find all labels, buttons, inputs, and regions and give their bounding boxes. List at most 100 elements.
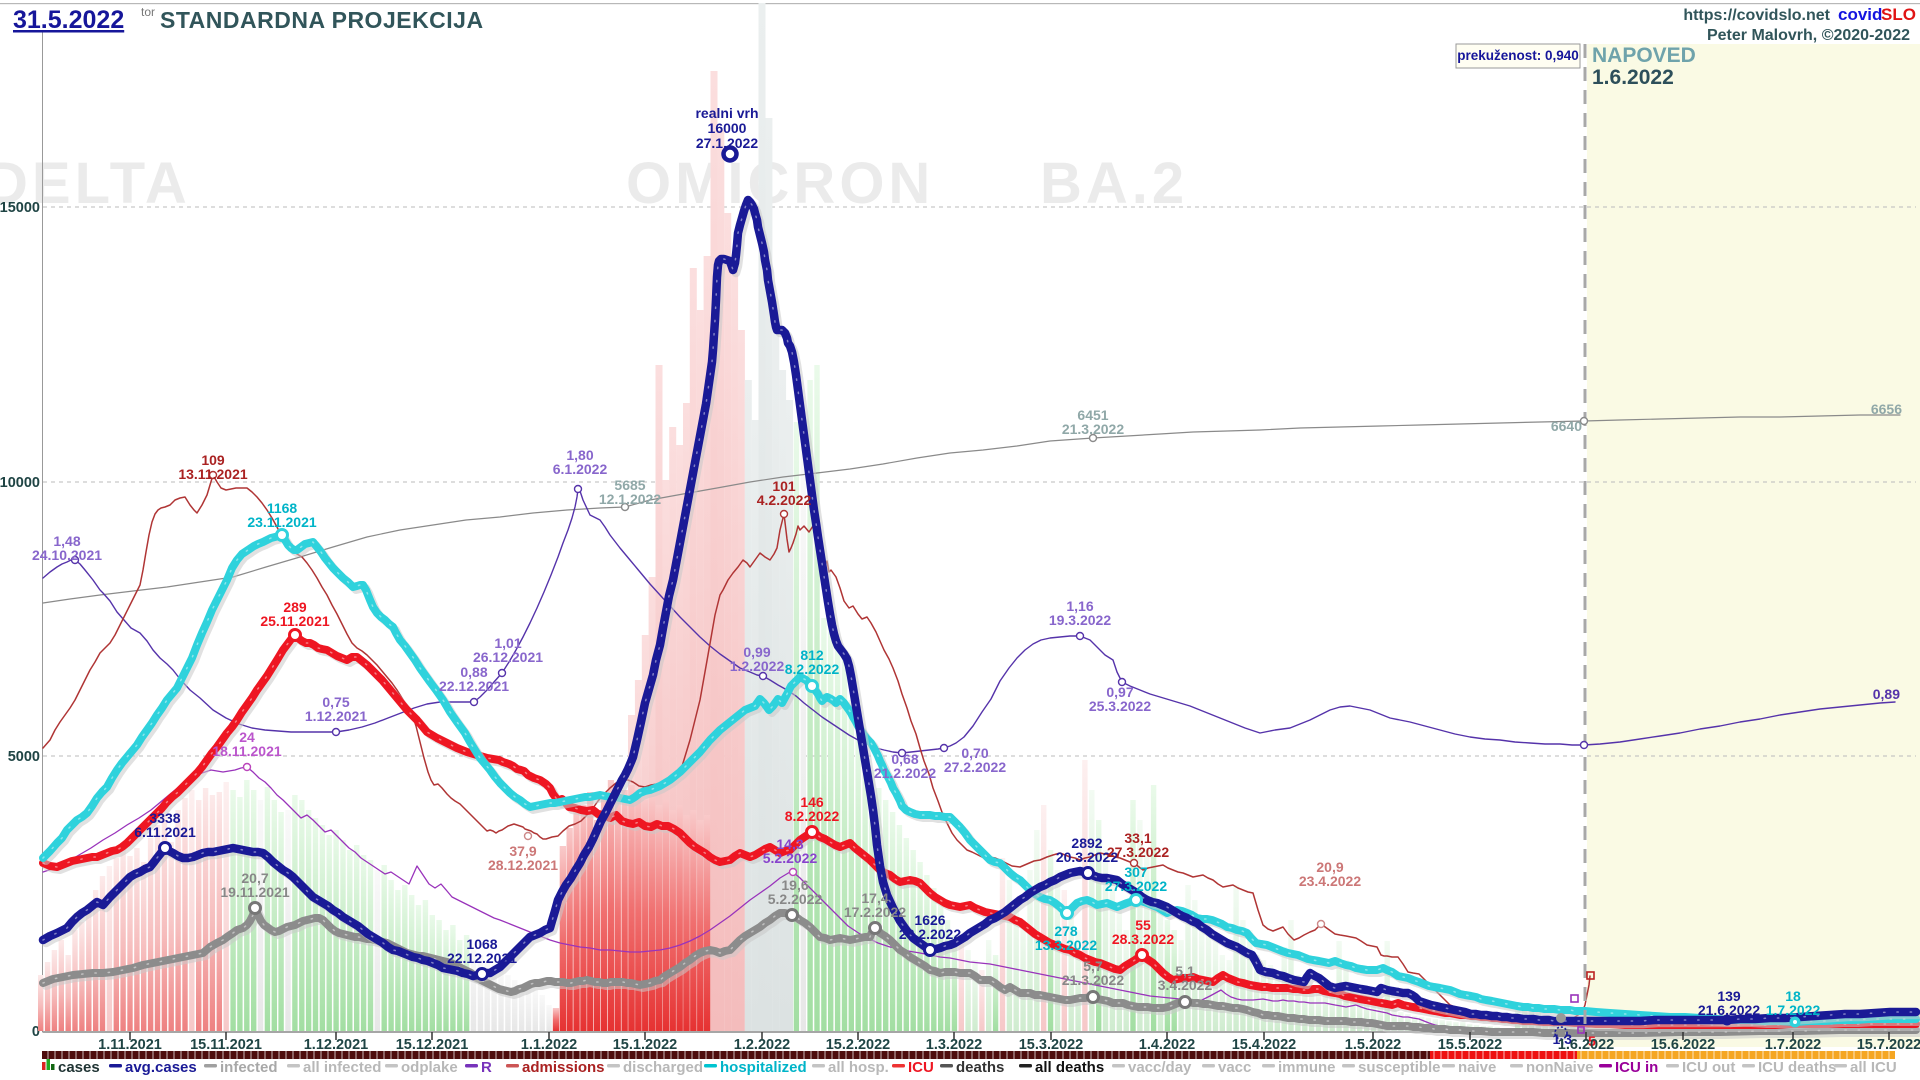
svg-text:1,3: 1,3 <box>1553 1031 1573 1047</box>
svg-text:0,991.2.2022: 0,99 1.2.2022 <box>730 644 785 674</box>
svg-text:ICU deaths: ICU deaths <box>1758 1059 1836 1076</box>
svg-text:ICU in: ICU in <box>1615 1059 1658 1076</box>
svg-text:immune: immune <box>1278 1059 1336 1076</box>
svg-text:15.1.2022: 15.1.2022 <box>613 1037 678 1053</box>
svg-text:BA.2: BA.2 <box>1040 151 1188 216</box>
svg-text:vacc/day: vacc/day <box>1128 1059 1192 1076</box>
svg-text:vacc: vacc <box>1218 1059 1251 1076</box>
svg-text:15.12.2021: 15.12.2021 <box>396 1037 469 1053</box>
svg-text:discharged: discharged <box>623 1059 703 1076</box>
svg-text:15.4.2022: 15.4.2022 <box>1232 1037 1297 1053</box>
svg-text:1,806.1.2022: 1,80 6.1.2022 <box>553 447 608 477</box>
svg-text:all hosp.: all hosp. <box>828 1059 889 1076</box>
svg-text:covid: covid <box>1838 5 1882 24</box>
svg-text:hospitalized: hospitalized <box>720 1059 807 1076</box>
svg-text:0,89: 0,89 <box>1873 686 1900 702</box>
svg-text:1.11.2021: 1.11.2021 <box>98 1037 162 1053</box>
svg-text:OMICRON: OMICRON <box>626 151 934 216</box>
svg-text:17,417.2.2022: 17,4 17.2.2022 <box>844 890 906 920</box>
svg-text:1.1.2022: 1.1.2022 <box>521 1037 577 1053</box>
svg-text:5: 5 <box>1588 1033 1596 1049</box>
svg-text:all ICU: all ICU <box>1850 1059 1897 1076</box>
svg-text:1.6.2022: 1.6.2022 <box>1558 1037 1614 1053</box>
svg-text:R: R <box>481 1059 492 1076</box>
svg-text:avg.cases: avg.cases <box>125 1059 197 1076</box>
svg-text:1.12.2021: 1.12.2021 <box>304 1037 369 1053</box>
svg-text:1.7.2022: 1.7.2022 <box>1765 1037 1821 1053</box>
svg-text:37,928.12.2021: 37,9 28.12.2021 <box>488 843 558 873</box>
svg-text:0,751.12.2021: 0,75 1.12.2021 <box>305 694 367 724</box>
svg-text:20,719.11.2021: 20,7 19.11.2021 <box>220 870 290 900</box>
svg-text:15.7.2022: 15.7.2022 <box>1857 1037 1920 1053</box>
svg-text:33,127.3.2022: 33,1 27.3.2022 <box>1107 830 1169 860</box>
svg-text:tor: tor <box>141 5 155 19</box>
svg-text:SLO: SLO <box>1881 5 1916 24</box>
svg-text:susceptible: susceptible <box>1358 1059 1441 1076</box>
svg-text:15.2.2022: 15.2.2022 <box>826 1037 891 1053</box>
svg-text:deaths: deaths <box>956 1059 1004 1076</box>
svg-text:ICU: ICU <box>908 1059 934 1076</box>
svg-text:0: 0 <box>32 1024 40 1040</box>
svg-text:1.2.2022: 1.2.2022 <box>734 1037 790 1053</box>
svg-text:https://covidslo.net: https://covidslo.net <box>1683 7 1830 24</box>
svg-text:5,721.3.2022: 5,7 21.3.2022 <box>1062 958 1124 988</box>
svg-text:5,13.4.2022: 5,1 3.4.2022 <box>1158 963 1213 993</box>
svg-text:10000: 10000 <box>0 475 40 491</box>
svg-text:1.6.2022: 1.6.2022 <box>1592 66 1674 89</box>
svg-text:1.5.2022: 1.5.2022 <box>1345 1037 1401 1053</box>
svg-text:all deaths: all deaths <box>1035 1059 1104 1076</box>
svg-text:DELTA: DELTA <box>0 151 191 216</box>
svg-text:15.6.2022: 15.6.2022 <box>1651 1037 1716 1053</box>
svg-text:nonNaive: nonNaive <box>1526 1059 1594 1076</box>
svg-text:naive: naive <box>1458 1059 1496 1076</box>
svg-text:6656: 6656 <box>1871 401 1902 417</box>
svg-text:cases: cases <box>58 1059 100 1076</box>
svg-text:prekuženost: 0,940: prekuženost: 0,940 <box>1457 48 1579 63</box>
svg-text:15000: 15000 <box>0 200 40 216</box>
svg-text:15.3.2022: 15.3.2022 <box>1019 1037 1084 1053</box>
svg-text:15.11.2021: 15.11.2021 <box>190 1037 262 1053</box>
svg-text:1.3.2022: 1.3.2022 <box>926 1037 982 1053</box>
svg-text:Peter Malovrh, ©2020-2022: Peter Malovrh, ©2020-2022 <box>1707 27 1910 44</box>
svg-text:all infected: all infected <box>303 1059 381 1076</box>
svg-text:20,923.4.2022: 20,9 23.4.2022 <box>1299 859 1361 889</box>
svg-text:STANDARDNA PROJEKCIJA: STANDARDNA PROJEKCIJA <box>160 7 484 33</box>
svg-text:181.7.2022: 18 1.7.2022 <box>1766 988 1821 1018</box>
svg-text:14,35.2.2022: 14,3 5.2.2022 <box>763 836 818 866</box>
svg-text:15.5.2022: 15.5.2022 <box>1438 1037 1503 1053</box>
svg-text:admissions: admissions <box>522 1059 605 1076</box>
svg-text:odplake: odplake <box>401 1059 458 1076</box>
svg-text:1.4.2022: 1.4.2022 <box>1139 1037 1195 1053</box>
svg-text:5000: 5000 <box>8 749 40 765</box>
svg-text:6640: 6640 <box>1551 418 1582 434</box>
svg-text:31.5.2022: 31.5.2022 <box>13 6 124 34</box>
svg-text:ICU out: ICU out <box>1682 1059 1735 1076</box>
svg-text:NAPOVED: NAPOVED <box>1592 44 1696 67</box>
svg-text:19,65.2.2022: 19,6 5.2.2022 <box>768 877 823 907</box>
